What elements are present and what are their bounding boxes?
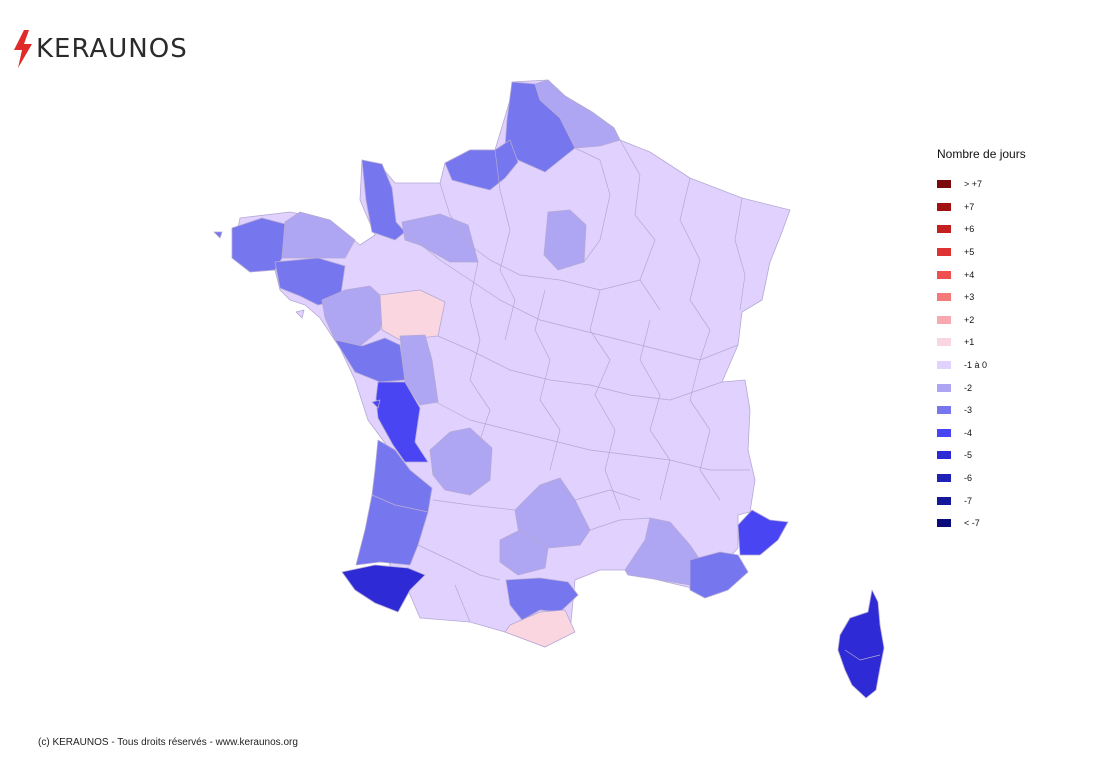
legend-item: -4 xyxy=(937,422,1026,445)
legend-item: +7 xyxy=(937,196,1026,219)
legend-label: +3 xyxy=(964,292,975,303)
legend: Nombre de jours > +7 +7 +6 +5 +4 +3 +2 +1 -1 à 0… xyxy=(937,147,1026,535)
copyright-footer: (c) KERAUNOS - Tous droits réservés - ww… xyxy=(38,737,298,748)
region-ouessant xyxy=(213,231,223,239)
region-maine-et-loire xyxy=(379,289,446,341)
region-corse xyxy=(837,589,885,699)
legend-item: +3 xyxy=(937,286,1026,309)
legend-item: < -7 xyxy=(937,512,1026,535)
region-charente-maritime xyxy=(375,381,429,463)
legend-label: +1 xyxy=(964,337,975,348)
legend-item: -7 xyxy=(937,489,1026,512)
logo-wordmark: KERAUNOS xyxy=(36,34,188,64)
legend-label: +5 xyxy=(964,247,975,258)
legend-swatch xyxy=(937,202,951,211)
region-belle-ile xyxy=(295,309,305,319)
legend-swatch xyxy=(937,270,951,279)
legend-swatch xyxy=(937,361,951,370)
legend-label: > +7 xyxy=(964,179,983,190)
region-pyrenees-atlantiques xyxy=(341,564,426,613)
legend-item: -1 à 0 xyxy=(937,354,1026,377)
keraunos-logo: KERAUNOS xyxy=(12,30,188,68)
legend-items: > +7 +7 +6 +5 +4 +3 +2 +1 -1 à 0 -2 -3 -4 -5 -6 -7 < -7 xyxy=(937,173,1026,535)
legend-item: +1 xyxy=(937,331,1026,354)
legend-item: -5 xyxy=(937,444,1026,467)
legend-label: -5 xyxy=(964,450,973,461)
legend-label: -7 xyxy=(964,495,973,506)
legend-swatch xyxy=(937,474,951,483)
legend-label: < -7 xyxy=(964,518,980,529)
legend-swatch xyxy=(937,293,951,302)
legend-label: -1 à 0 xyxy=(964,360,988,371)
region-var xyxy=(689,551,749,599)
legend-label: +2 xyxy=(964,314,975,325)
legend-item: +6 xyxy=(937,218,1026,241)
legend-swatch xyxy=(937,338,951,347)
legend-label: -6 xyxy=(964,473,973,484)
legend-label: +7 xyxy=(964,201,975,212)
region-loire-atlantique xyxy=(321,285,386,347)
legend-swatch xyxy=(937,248,951,257)
legend-swatch xyxy=(937,451,951,460)
legend-item: > +7 xyxy=(937,173,1026,196)
lightning-bolt-icon xyxy=(14,30,32,68)
region-orne-sarthe xyxy=(401,213,479,263)
legend-label: -3 xyxy=(964,405,973,416)
legend-label: +6 xyxy=(964,224,975,235)
region-alpes-maritimes xyxy=(737,509,789,556)
legend-label: -4 xyxy=(964,427,973,438)
legend-swatch xyxy=(937,428,951,437)
legend-swatch xyxy=(937,225,951,234)
region-ile-de-re xyxy=(371,399,381,409)
legend-item: +5 xyxy=(937,241,1026,264)
legend-item: -3 xyxy=(937,399,1026,422)
legend-swatch xyxy=(937,406,951,415)
region-vaucluse-bdr xyxy=(624,517,701,586)
region-landes xyxy=(355,494,429,566)
legend-swatch xyxy=(937,180,951,189)
legend-item: +4 xyxy=(937,263,1026,286)
region-aube xyxy=(543,209,587,271)
legend-swatch xyxy=(937,383,951,392)
department-boundaries xyxy=(404,139,750,623)
region-pyrenees-orientales xyxy=(504,609,576,648)
region-cotes-darmor xyxy=(281,211,356,259)
legend-swatch xyxy=(937,315,951,324)
legend-label: -2 xyxy=(964,382,973,393)
region-seine-maritime xyxy=(444,139,519,191)
legend-item: +2 xyxy=(937,309,1026,332)
region-tarn xyxy=(499,529,549,576)
region-correze xyxy=(429,427,493,496)
legend-title: Nombre de jours xyxy=(937,147,1026,161)
legend-label: +4 xyxy=(964,269,975,280)
legend-item: -2 xyxy=(937,376,1026,399)
legend-item: -6 xyxy=(937,467,1026,490)
legend-swatch xyxy=(937,496,951,505)
legend-swatch xyxy=(937,519,951,528)
